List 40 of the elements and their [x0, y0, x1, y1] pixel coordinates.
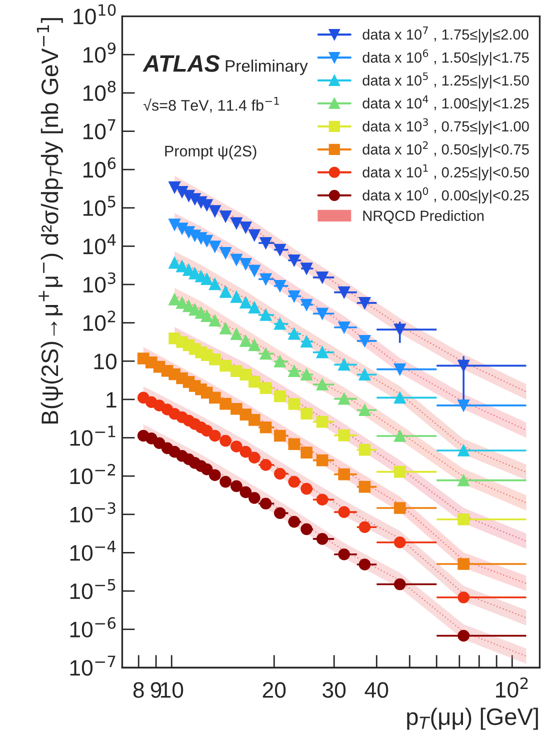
y-tick-label: 10$^{−5}$ — [70, 579, 116, 600]
annotation: Prompt ψ(2S) — [165, 145, 256, 160]
y-tick-label: 10$^{3}$ — [83, 272, 116, 293]
y-tick-label: 10$^{−3}$ — [70, 502, 116, 522]
x-tick-label: 40 — [364, 682, 388, 698]
y-tick-label: 10 — [94, 354, 116, 370]
y-tick-label: 10$^{−1}$ — [70, 426, 116, 446]
annotation: ATLAS — [142, 55, 220, 72]
annotation: √s=8 TeV, 11.4 fb$^{−1}$ — [143, 96, 279, 113]
y-tick-label: 10$^{8}$ — [83, 80, 116, 102]
y-tick-label: 10$^{−7}$ — [70, 656, 116, 676]
y-tick-label: 10$^{10}$ — [74, 4, 116, 24]
y-tick-label: 10$^{−2}$ — [70, 464, 115, 484]
text: B(ψ(2S)→μ$^{+}$μ$^{−}$) d²σ/dp$_{T}$dy [nb GeV$^{−1}$] — [36, 18, 63, 424]
legend-label: data x 10$^{4}$ , 1.00≤|y|<1.25 — [362, 95, 529, 112]
legend-label: NRQCD Prediction — [363, 210, 484, 224]
legend-label: data x 10$^{3}$ , 0.75≤|y|<1.00 — [362, 118, 529, 134]
x-tick-label: 20 — [262, 682, 286, 698]
legend-label: data x 10$^{5}$ , 1.25≤|y|<1.50 — [362, 72, 529, 89]
y-tick-label: 10$^{5}$ — [83, 196, 116, 216]
y-tick-label: 10$^{2}$ — [83, 310, 116, 331]
x-tick-label: 9 — [150, 682, 162, 698]
x-tick-label: 10$^{2}$ — [496, 677, 528, 698]
legend-label: data x 10$^{6}$ , 1.50≤|y|<1.75 — [362, 49, 529, 66]
y-tick-label: 10$^{6}$ — [83, 157, 116, 178]
x-axis-title: p$_{T}$(μμ) [GeV] — [407, 708, 538, 730]
x-tick-label: 30 — [322, 682, 346, 698]
legend-label: data x 10$^{7}$ , 1.75≤|y|≤2.00 — [362, 26, 528, 43]
y-tick-label: 1 — [106, 392, 116, 408]
annotation: Preliminary — [226, 60, 308, 76]
legend-label: data x 10$^{1}$ , 0.25≤|y|<0.50 — [362, 164, 529, 180]
x-tick-label: 8 — [133, 682, 144, 698]
y-tick-label: 10$^{4}$ — [83, 234, 116, 254]
y-tick-label: 10$^{−6}$ — [70, 617, 116, 638]
y-tick-label: 10$^{−4}$ — [70, 540, 116, 561]
legend-label: data x 10$^{0}$ , 0.00≤|y|<0.25 — [362, 187, 529, 204]
x-tick-label: 10 — [160, 682, 184, 698]
y-tick-label: 10$^{7}$ — [83, 119, 116, 140]
legend-label: data x 10$^{2}$ , 0.50≤|y|<0.75 — [362, 141, 529, 158]
y-tick-label: 10$^{9}$ — [83, 42, 116, 63]
